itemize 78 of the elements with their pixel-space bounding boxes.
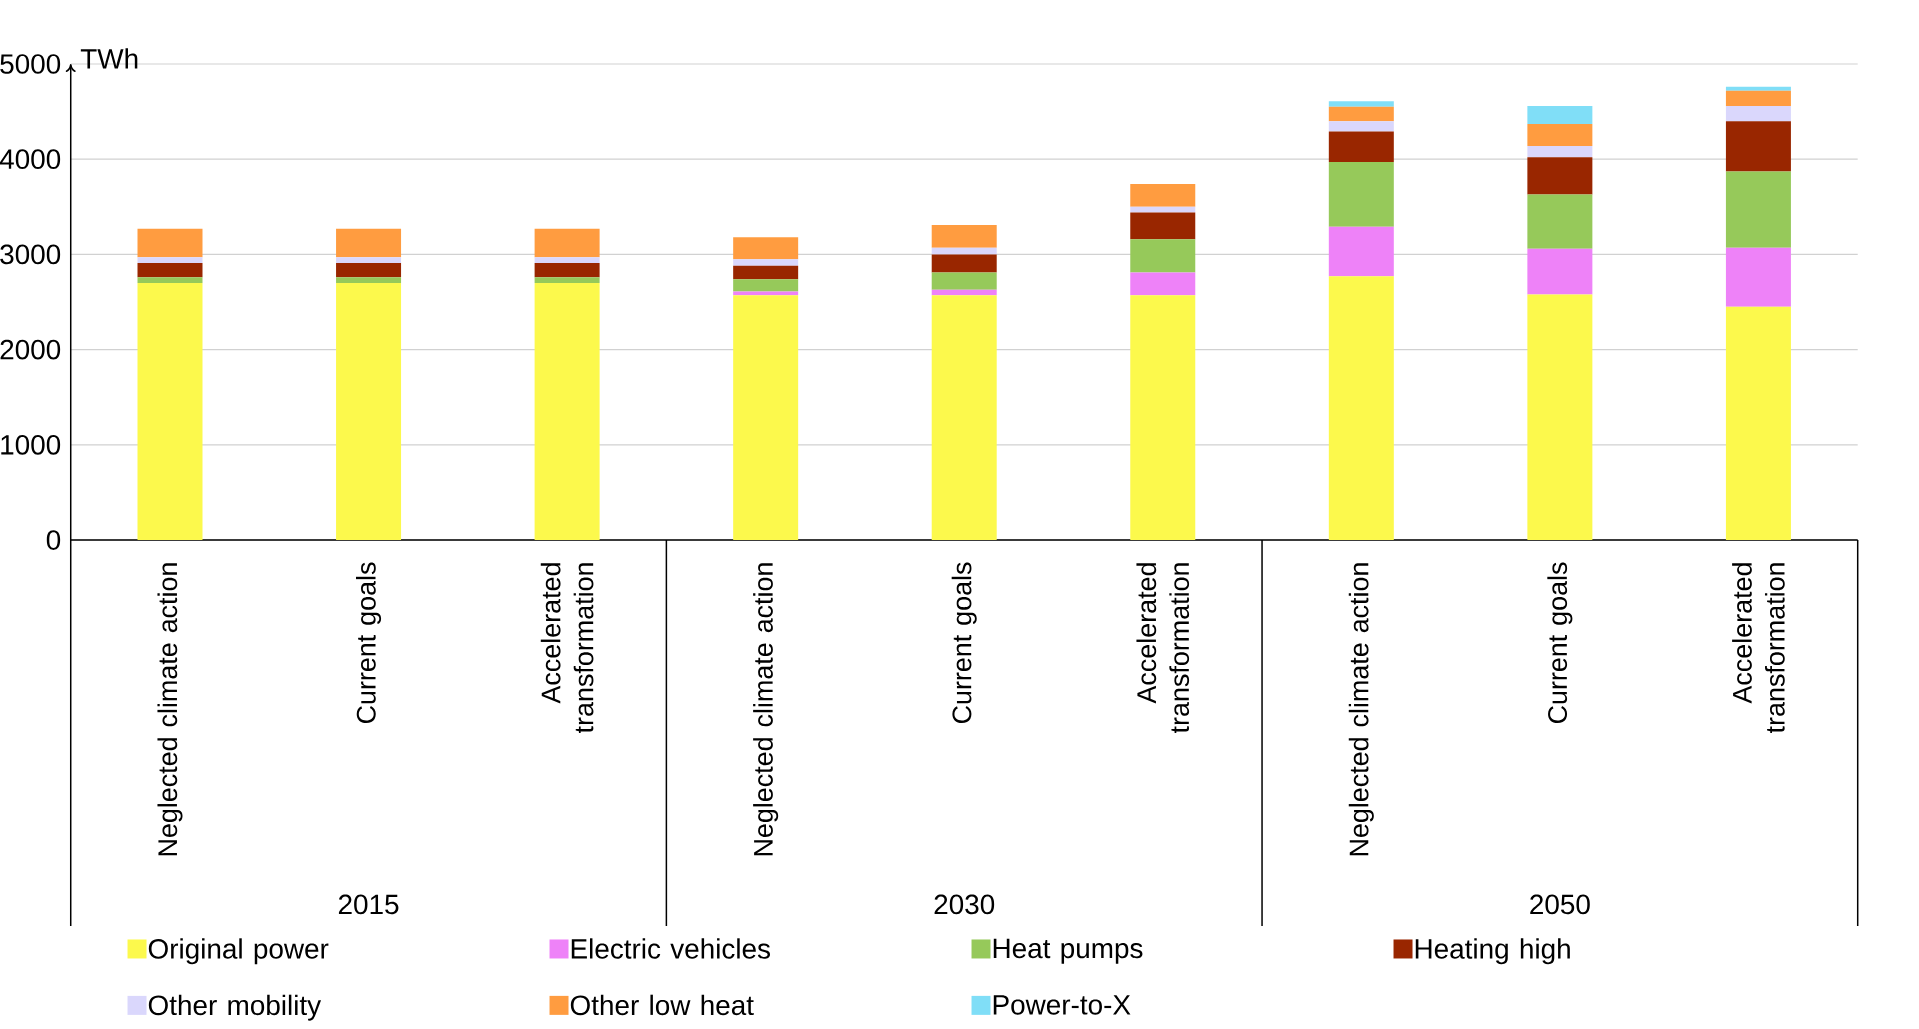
bar <box>931 272 997 290</box>
bar <box>1130 212 1196 240</box>
legend-label: Original power <box>148 938 329 965</box>
legend-label: Heating high <box>1415 938 1570 965</box>
bar <box>1328 131 1394 163</box>
bar <box>1725 306 1791 541</box>
bar <box>931 254 997 273</box>
bar <box>733 295 799 541</box>
bar <box>1527 145 1593 158</box>
bar <box>1725 247 1791 307</box>
bar <box>1328 162 1394 227</box>
bar <box>137 282 203 541</box>
bar <box>1130 239 1196 273</box>
x-tick-label: Neglected climate action <box>753 563 779 856</box>
bar <box>931 224 997 248</box>
legend-label: Power-to-X <box>993 995 1131 1015</box>
bar <box>1725 105 1791 122</box>
bar <box>534 257 600 263</box>
y-tick-label: 1000 <box>1 434 61 455</box>
bar <box>1725 86 1791 91</box>
bar <box>733 237 799 260</box>
x-tick-label: Neglected climate action <box>1348 563 1374 856</box>
bar <box>931 295 997 541</box>
text: 2030 <box>934 894 995 915</box>
y-tick-label: 5000 <box>0 54 61 74</box>
bar <box>1725 90 1791 106</box>
legend-label: Other low heat <box>570 994 754 1016</box>
bar <box>1527 248 1593 295</box>
bar <box>137 277 203 283</box>
bar <box>137 257 203 263</box>
x-tick-label: Current goals <box>1547 562 1573 724</box>
bar <box>534 277 600 283</box>
bar <box>1130 272 1196 296</box>
bar <box>1328 101 1394 107</box>
legend-label: Other mobility <box>148 994 322 1021</box>
y-axis-title: TWh <box>80 48 138 69</box>
bar <box>534 228 600 258</box>
text: 2050 <box>1530 894 1590 915</box>
x-tick-label: Accelerated transformation <box>540 563 594 734</box>
text: 2015 <box>338 894 399 915</box>
bar <box>1527 105 1593 124</box>
y-tick-label: 0 <box>46 530 61 550</box>
y-tick-label: 3000 <box>0 244 61 265</box>
bar <box>336 282 402 541</box>
legend-label: Electric vehicles <box>571 938 770 959</box>
bar <box>1527 123 1593 146</box>
bar <box>336 262 402 278</box>
bar <box>1130 206 1196 213</box>
bar <box>931 247 997 255</box>
bar <box>1328 106 1394 122</box>
bar <box>336 257 402 263</box>
bar <box>1328 276 1394 541</box>
bar <box>534 262 600 278</box>
bar <box>534 282 600 541</box>
bar <box>1328 226 1394 277</box>
bar <box>336 228 402 258</box>
bar <box>733 279 799 292</box>
bar <box>1725 121 1791 172</box>
bar <box>1527 157 1593 195</box>
x-tick-label: Accelerated transformation <box>1732 563 1785 734</box>
x-tick-label: Accelerated transformation <box>1136 563 1190 734</box>
bar <box>733 265 799 280</box>
x-tick-label: Current goals <box>951 562 977 724</box>
bar <box>1725 171 1791 248</box>
y-tick-label: 2000 <box>0 339 61 360</box>
bar <box>733 259 799 266</box>
x-tick-label: Neglected climate action <box>157 563 183 856</box>
bar <box>336 277 402 283</box>
legend-label: Heat pumps <box>993 938 1143 964</box>
bar <box>1328 121 1394 132</box>
bar <box>1130 183 1196 207</box>
bar <box>137 262 203 278</box>
bar <box>1130 295 1196 541</box>
y-tick-label: 4000 <box>0 149 61 170</box>
bar <box>1527 294 1593 541</box>
x-tick-label: Current goals <box>356 562 382 724</box>
bar <box>137 228 203 258</box>
bar <box>1527 194 1593 249</box>
